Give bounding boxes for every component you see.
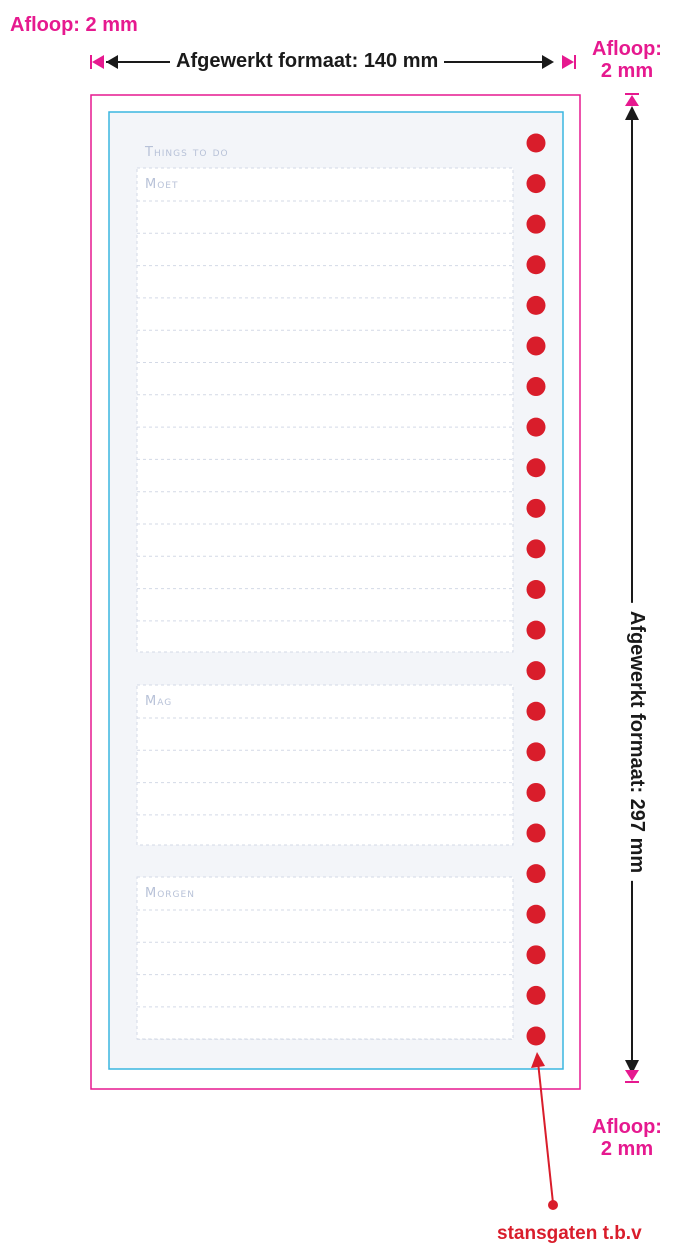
punch-hole xyxy=(526,945,546,965)
punch-hole xyxy=(526,255,546,275)
ruled-lines xyxy=(137,200,513,1040)
section-label-moet: Moet xyxy=(145,177,179,192)
punch-hole xyxy=(526,417,546,437)
bleed-label-bottom-right-line2: 2 mm xyxy=(600,1138,654,1160)
punch-hole xyxy=(526,701,546,721)
punch-hole xyxy=(526,782,546,802)
page-title: Things to do xyxy=(145,145,229,160)
bleed-label-top-right-line1: Afloop: xyxy=(592,38,662,60)
finished-height-label: Afgewerkt formaat: 297 mm xyxy=(626,602,648,882)
bleed-label-bottom-right: Afloop: 2 mm xyxy=(592,1116,662,1160)
punch-hole xyxy=(526,539,546,559)
punch-holes xyxy=(526,133,546,1046)
finished-width-label: Afgewerkt formaat: 140 mm xyxy=(170,50,445,72)
bleed-label-bottom-right-line1: Afloop: xyxy=(592,1116,662,1138)
section-box-moet xyxy=(136,167,514,653)
punch-hole xyxy=(526,458,546,478)
punch-hole xyxy=(526,864,546,884)
punch-hole xyxy=(526,823,546,843)
punch-hole xyxy=(526,295,546,315)
punch-hole xyxy=(526,133,546,153)
punch-hole xyxy=(526,580,546,599)
punch-holes-callout-label: stansgaten t.b.v xyxy=(497,1223,642,1244)
bleed-label-top-right: Afloop: 2 mm xyxy=(592,38,662,82)
height-dimension-line xyxy=(625,106,639,1074)
section-label-mag: Mag xyxy=(145,694,173,709)
punch-hole xyxy=(526,661,546,681)
height-bleed-arrows xyxy=(625,93,639,1083)
punch-hole xyxy=(526,985,546,1005)
section-label-morgen: Morgen xyxy=(145,886,195,901)
punch-hole xyxy=(526,336,546,356)
punch-hole xyxy=(526,377,546,397)
section-box-morgen xyxy=(136,876,514,1040)
bleed-label-top-right-line2: 2 mm xyxy=(600,60,654,82)
punch-hole xyxy=(526,498,546,518)
punch-holes-callout-arrow xyxy=(531,1052,558,1210)
punch-hole xyxy=(526,174,546,194)
punch-hole xyxy=(526,742,546,762)
width-bleed-arrows xyxy=(90,55,576,69)
bleed-label-top-left: Afloop: 2 mm xyxy=(10,14,138,36)
bleed-outline xyxy=(90,94,581,1090)
punch-hole xyxy=(526,904,546,924)
section-box-mag xyxy=(136,684,514,846)
punch-hole xyxy=(526,1026,546,1046)
punch-hole xyxy=(526,620,546,640)
punch-hole xyxy=(526,214,546,234)
